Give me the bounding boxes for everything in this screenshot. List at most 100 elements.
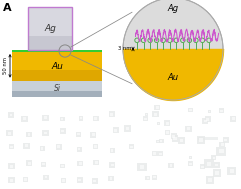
- Bar: [61, 178, 66, 183]
- Bar: [79, 162, 82, 165]
- Bar: [79, 116, 83, 121]
- Bar: [145, 113, 148, 116]
- Bar: [60, 128, 66, 134]
- Bar: [188, 156, 192, 159]
- Bar: [28, 162, 31, 165]
- Bar: [120, 122, 134, 135]
- Bar: [166, 160, 176, 170]
- Bar: [220, 135, 231, 145]
- Bar: [207, 108, 213, 114]
- Bar: [108, 111, 115, 117]
- Bar: [200, 164, 205, 169]
- Bar: [58, 161, 68, 170]
- Bar: [89, 176, 100, 186]
- Bar: [156, 136, 166, 145]
- Bar: [10, 165, 13, 168]
- Bar: [23, 143, 30, 149]
- Bar: [43, 175, 49, 180]
- Bar: [174, 134, 188, 147]
- Bar: [208, 178, 212, 182]
- Bar: [58, 176, 69, 185]
- Bar: [186, 159, 196, 168]
- Bar: [219, 108, 224, 113]
- Bar: [155, 120, 162, 127]
- Text: A: A: [3, 3, 12, 13]
- Bar: [207, 162, 211, 166]
- Bar: [9, 144, 14, 149]
- Bar: [149, 149, 160, 158]
- Bar: [26, 160, 33, 166]
- Bar: [211, 156, 216, 160]
- Bar: [60, 117, 65, 121]
- Bar: [108, 176, 114, 181]
- Bar: [92, 178, 98, 184]
- Bar: [161, 118, 173, 129]
- Bar: [93, 160, 99, 165]
- Bar: [57, 145, 60, 148]
- Bar: [44, 116, 47, 119]
- Bar: [154, 105, 161, 111]
- Bar: [111, 149, 114, 152]
- Bar: [215, 171, 219, 175]
- Bar: [144, 118, 147, 120]
- Bar: [185, 126, 192, 132]
- Bar: [197, 162, 208, 172]
- Bar: [168, 132, 181, 144]
- Bar: [232, 117, 235, 120]
- Bar: [8, 132, 11, 135]
- Bar: [94, 146, 97, 148]
- Bar: [20, 140, 33, 152]
- Bar: [146, 176, 150, 180]
- Bar: [193, 133, 208, 147]
- Bar: [171, 133, 177, 139]
- Bar: [5, 184, 46, 187]
- Bar: [188, 108, 193, 112]
- Bar: [219, 149, 224, 153]
- Bar: [78, 179, 81, 181]
- Bar: [45, 176, 47, 178]
- Bar: [90, 114, 101, 124]
- Bar: [12, 50, 102, 52]
- Text: 3 nm: 3 nm: [119, 46, 132, 51]
- Bar: [3, 127, 16, 139]
- Bar: [74, 175, 86, 185]
- Bar: [5, 160, 18, 172]
- Bar: [110, 125, 122, 136]
- Bar: [153, 152, 156, 155]
- Bar: [107, 160, 118, 170]
- Bar: [11, 146, 13, 148]
- Bar: [223, 137, 229, 143]
- Bar: [127, 142, 136, 151]
- Bar: [21, 175, 30, 184]
- Bar: [209, 153, 219, 162]
- Bar: [130, 146, 133, 148]
- Bar: [230, 169, 234, 173]
- Bar: [60, 164, 65, 168]
- Bar: [213, 169, 221, 177]
- Bar: [140, 165, 144, 169]
- Bar: [26, 132, 32, 137]
- Bar: [40, 112, 52, 124]
- Bar: [186, 106, 195, 115]
- Bar: [106, 174, 116, 184]
- Bar: [213, 157, 215, 159]
- Bar: [90, 157, 102, 168]
- Text: Ag: Ag: [44, 24, 56, 33]
- Bar: [10, 114, 12, 116]
- Bar: [21, 116, 27, 122]
- Bar: [147, 177, 149, 179]
- Bar: [151, 102, 163, 113]
- Text: 50 nm: 50 nm: [4, 57, 8, 74]
- Bar: [40, 146, 45, 151]
- Bar: [157, 141, 159, 142]
- Bar: [201, 173, 218, 188]
- Bar: [78, 148, 80, 150]
- Bar: [189, 163, 192, 165]
- Bar: [110, 177, 112, 180]
- Text: Au: Au: [167, 73, 179, 82]
- Bar: [162, 128, 172, 137]
- Bar: [8, 163, 15, 169]
- Bar: [110, 113, 113, 116]
- Bar: [143, 174, 153, 183]
- Bar: [212, 142, 231, 160]
